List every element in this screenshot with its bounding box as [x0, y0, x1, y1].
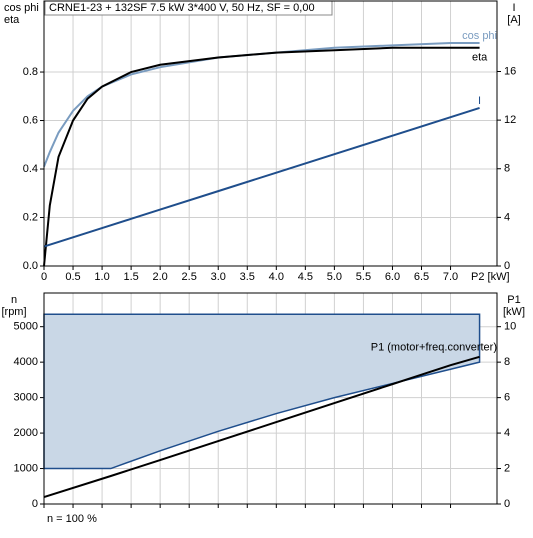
y-tick-label: 0.4: [23, 163, 38, 175]
y2-tick-label: 0: [504, 498, 510, 510]
y-tick-label: 5000: [14, 321, 38, 333]
y-tick-label: 2000: [14, 427, 38, 439]
y-tick-label: 0.8: [23, 66, 38, 78]
x-tick-label: 5.5: [356, 271, 371, 283]
x-axis-title: P2 [kW]: [471, 271, 510, 283]
series-label: I: [478, 95, 481, 107]
x-tick-label: 4.5: [298, 271, 313, 283]
y-tick-label: 0.0: [23, 260, 38, 272]
speed-range: [43, 313, 481, 470]
series-label: eta: [472, 52, 488, 64]
y-tick-label: 0: [32, 498, 38, 510]
x-tick-label: 5.0: [327, 271, 342, 283]
series-line: [43, 41, 480, 167]
series-line: [43, 355, 480, 499]
y-axis-title: [rpm]: [1, 306, 26, 318]
y2-tick-label: 2: [504, 462, 510, 474]
series-line: [43, 46, 480, 267]
x-tick-label: 3.0: [211, 271, 226, 283]
x-tick-label: 0.5: [65, 271, 80, 283]
y2-axis-title: [A]: [507, 14, 520, 26]
series-label: cos phi: [462, 30, 497, 42]
y2-axis-title: P1: [507, 294, 520, 306]
y2-tick-label: 6: [504, 392, 510, 404]
x-tick-label: 6.5: [414, 271, 429, 283]
x-tick-label: 3.5: [240, 271, 255, 283]
y-axis-title: n: [11, 294, 17, 306]
x-tick-label: 0: [41, 271, 47, 283]
y2-tick-label: 4: [504, 211, 510, 223]
x-tick-label: 7.0: [443, 271, 458, 283]
y2-tick-label: 16: [504, 65, 516, 77]
y2-tick-label: 0: [504, 260, 510, 272]
y-axis-title: cos phi: [4, 2, 39, 14]
y2-axis-title: I: [512, 2, 515, 14]
chart-title: CRNE1-23 + 132SF 7.5 kW 3*400 V, 50 Hz, …: [49, 2, 315, 14]
x-tick-label: 6.0: [385, 271, 400, 283]
y2-tick-label: 8: [504, 356, 510, 368]
series-line: [43, 107, 480, 248]
plot-frame: [43, 292, 498, 505]
y2-axis-title: [kW]: [503, 306, 525, 318]
y-tick-label: 1000: [14, 462, 38, 474]
y-tick-label: 3000: [14, 392, 38, 404]
y2-tick-label: 8: [504, 163, 510, 175]
x-tick-label: 1.0: [94, 271, 109, 283]
y-tick-label: 0.2: [23, 211, 38, 223]
x-tick-label: 2.0: [153, 271, 168, 283]
series-label: P1 (motor+freq.converter): [371, 342, 497, 354]
y2-tick-label: 12: [504, 114, 516, 126]
x-tick-label: 2.5: [182, 271, 197, 283]
y2-tick-label: 4: [504, 427, 510, 439]
x-tick-label: 4.0: [269, 271, 284, 283]
y-tick-label: 4000: [14, 356, 38, 368]
y-tick-label: 0.6: [23, 114, 38, 126]
y2-tick-label: 10: [504, 321, 516, 333]
plot-frame: [43, 0, 498, 267]
x-tick-label: 1.5: [123, 271, 138, 283]
note: n = 100 %: [47, 513, 97, 525]
y-axis-title: eta: [4, 14, 20, 26]
